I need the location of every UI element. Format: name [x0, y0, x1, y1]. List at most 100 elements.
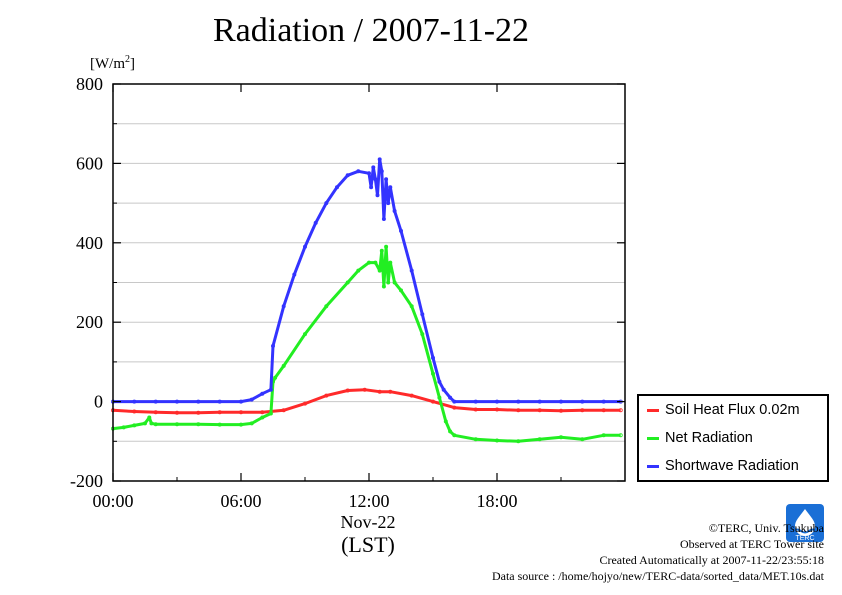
legend-swatch	[647, 436, 659, 440]
series-point-1	[473, 437, 478, 442]
series-point-2	[369, 185, 374, 190]
series-point-0	[559, 408, 564, 413]
series-point-0	[153, 410, 158, 415]
series-point-2	[441, 387, 446, 392]
series-point-0	[377, 389, 382, 394]
series-point-2	[559, 399, 564, 404]
series-point-1	[345, 280, 350, 285]
series-point-2	[388, 185, 393, 190]
series-point-1	[388, 260, 393, 265]
series-point-2	[392, 208, 397, 213]
y-tick-label: 600	[76, 153, 103, 173]
series-point-2	[268, 387, 273, 392]
series-point-1	[121, 425, 126, 430]
series-point-0	[516, 408, 521, 413]
series-point-1	[448, 429, 453, 434]
series-point-2	[379, 169, 384, 174]
y-tick-label: -200	[70, 471, 103, 491]
footer-observed: Observed at TERC Tower site	[679, 537, 824, 551]
series-point-2	[281, 304, 286, 309]
series-point-2	[366, 171, 371, 176]
series-point-0	[430, 399, 435, 404]
series-point-1	[132, 423, 137, 428]
series-point-1	[249, 421, 254, 426]
series-point-2	[448, 395, 453, 400]
legend-item-2: Shortwave Radiation	[639, 452, 827, 480]
legend-label: Shortwave Radiation	[665, 458, 799, 474]
series-point-0	[473, 407, 478, 412]
chart-title: Radiation / 2007-11-22	[212, 12, 530, 49]
series-point-2	[302, 244, 307, 249]
series-point-0	[302, 401, 307, 406]
footer-source: Data source : /home/hojyo/new/TERC-data/…	[491, 569, 824, 583]
series-point-0	[238, 410, 243, 415]
legend-item-0: Soil Heat Flux 0.02m	[639, 396, 827, 424]
legend-swatch	[647, 408, 659, 412]
series-point-2	[375, 193, 380, 198]
series-point-0	[618, 408, 623, 413]
series-point-0	[494, 407, 499, 412]
terc-logo: TERC	[786, 504, 824, 542]
series-point-0	[324, 393, 329, 398]
y-tick-label: 400	[76, 233, 103, 253]
x-tick-label: 12:00	[348, 491, 389, 511]
series-point-2	[260, 391, 265, 396]
series-point-2	[386, 201, 391, 206]
legend-item-1: Net Radiation	[639, 424, 827, 452]
series-point-1	[174, 422, 179, 427]
series-point-1	[384, 244, 389, 249]
series-point-1	[238, 422, 243, 427]
series-point-0	[601, 408, 606, 413]
series-point-2	[249, 397, 254, 402]
series-point-1	[268, 411, 273, 416]
series-point-1	[281, 363, 286, 368]
axis-ticks	[112, 83, 625, 482]
series-point-1	[420, 332, 425, 337]
series-point-1	[260, 415, 265, 420]
series-point-2	[174, 399, 179, 404]
series-point-0	[132, 409, 137, 414]
series-point-0	[409, 393, 414, 398]
series-point-0	[260, 410, 265, 415]
series-point-1	[302, 332, 307, 337]
series-point-1	[443, 419, 448, 424]
legend-label: Net Radiation	[665, 430, 753, 446]
logo-text: TERC	[795, 535, 814, 542]
x-axis-date-label: Nov-22	[340, 512, 396, 532]
series-point-2	[132, 399, 137, 404]
x-axis-timezone-label: (LST)	[341, 532, 395, 557]
series-point-1	[537, 437, 542, 442]
series-point-2	[324, 201, 329, 206]
series-point-0	[388, 389, 393, 394]
x-tick-label: 18:00	[476, 491, 517, 511]
series-point-2	[334, 185, 339, 190]
series-point-1	[386, 280, 391, 285]
footer-copyright: ©TERC, Univ. Tsukuba	[708, 521, 824, 535]
series-point-1	[580, 437, 585, 442]
series-point-1	[452, 433, 457, 438]
series-point-0	[580, 408, 585, 413]
series-point-2	[238, 399, 243, 404]
series-point-0	[537, 408, 542, 413]
series-point-2	[537, 399, 542, 404]
series-point-2	[452, 399, 457, 404]
series-point-0	[281, 408, 286, 413]
series-point-0	[362, 387, 367, 392]
y-tick-label: 200	[76, 312, 103, 332]
series-point-1	[366, 260, 371, 265]
series-line-1	[112, 245, 621, 443]
series-point-1	[381, 284, 386, 289]
series-point-2	[377, 157, 382, 162]
series-point-1	[494, 438, 499, 443]
x-tick-label: 06:00	[220, 491, 261, 511]
series-point-1	[356, 268, 361, 273]
grid-lines	[113, 123, 625, 442]
series-line-2	[113, 157, 621, 404]
y-axis-unit-label: [W/m2]	[90, 54, 135, 73]
series-point-0	[452, 405, 457, 410]
y-unit-text: [W/m	[90, 56, 125, 72]
y-tick-label: 800	[76, 74, 103, 94]
series-point-2	[313, 220, 318, 225]
series-point-2	[437, 379, 442, 384]
x-tick-labels: 00:00 06:00 12:00 18:00	[92, 491, 517, 511]
